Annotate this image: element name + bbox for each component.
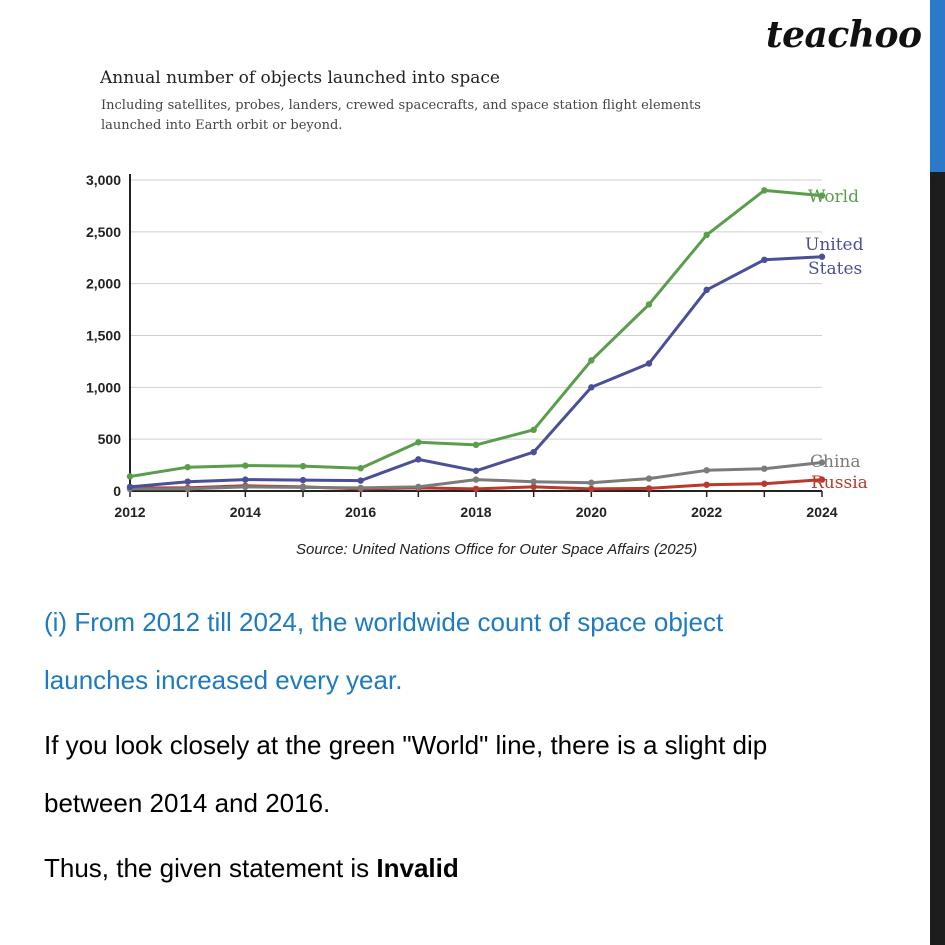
data-point-united-states — [761, 256, 768, 264]
data-point-world — [242, 462, 249, 469]
series-label-russia: Russia — [811, 473, 868, 493]
data-point-world — [472, 441, 480, 449]
series-line-united-states — [129, 255, 823, 489]
question-line-1: (i) From 2012 till 2024, the worldwide c… — [44, 607, 724, 637]
chart-gridlines — [130, 179, 822, 440]
data-point-united-states — [588, 384, 595, 391]
data-point-united-states — [818, 253, 826, 260]
data-point-china — [299, 484, 307, 491]
data-point-united-states — [184, 478, 191, 485]
conclusion-prefix: Thus, the given statement is — [44, 853, 377, 883]
data-point-world — [703, 231, 710, 239]
data-point-united-states — [299, 476, 307, 484]
data-point-china — [184, 485, 191, 493]
y-tick-label: 3,000 — [86, 172, 121, 188]
series-label-world: World — [808, 187, 859, 207]
x-tick-label: 2024 — [806, 504, 837, 520]
chart-title: Annual number of objects launched into s… — [100, 68, 500, 88]
x-tick-label: 2018 — [460, 504, 491, 520]
chart-source: Source: United Nations Office for Outer … — [296, 541, 698, 558]
x-tick-label: 2020 — [576, 504, 607, 520]
data-point-china — [242, 483, 249, 491]
y-tick-label: 2,500 — [86, 224, 121, 240]
question-line-2: launches increased every year. — [44, 665, 403, 695]
conclusion-verdict: Invalid — [376, 853, 459, 883]
data-point-world — [184, 463, 191, 471]
chart-series — [126, 187, 826, 493]
chart-subtitle: Including satellites, probes, landers, c… — [101, 98, 701, 133]
data-point-russia — [703, 481, 710, 488]
x-tick-label: 2014 — [230, 504, 261, 520]
conclusion-line: Thus, the given statement is Invalid — [44, 853, 459, 884]
data-point-china — [530, 478, 537, 485]
series-label-united-states: States — [808, 259, 862, 279]
data-point-world — [357, 464, 364, 472]
data-point-united-states — [530, 448, 537, 456]
data-point-united-states — [242, 476, 249, 483]
y-tick-label: 0 — [113, 483, 121, 499]
data-point-russia — [588, 485, 595, 493]
data-point-china — [588, 479, 595, 486]
y-tick-label: 1,500 — [86, 328, 121, 344]
data-point-world — [761, 187, 768, 194]
brand-logo: teachoo — [766, 14, 922, 56]
data-point-russia — [761, 480, 768, 487]
data-point-russia — [818, 476, 826, 483]
data-point-world — [415, 439, 422, 446]
line-chart: 0 500 1,000 1,500 2,000 2,500 3,000 2012 2014 201… — [86, 172, 868, 520]
explanation-line-2: between 2014 and 2016. — [44, 788, 331, 818]
data-point-china — [472, 476, 480, 483]
data-point-russia — [530, 483, 537, 491]
data-point-united-states — [472, 467, 480, 474]
data-point-world — [530, 426, 537, 434]
data-point-world — [126, 473, 134, 480]
data-point-china — [415, 483, 422, 491]
data-point-russia — [645, 485, 653, 492]
explanation-line-1: If you look closely at the green "World"… — [44, 730, 768, 760]
data-point-china — [357, 484, 364, 492]
data-point-world — [299, 462, 307, 470]
data-point-china — [645, 475, 653, 482]
series-label-united-states: United — [805, 235, 864, 255]
data-point-united-states — [357, 477, 364, 484]
data-point-united-states — [703, 286, 710, 294]
right-edge-bar — [930, 0, 945, 945]
data-point-world — [645, 301, 653, 308]
x-tick-label: 2012 — [114, 504, 145, 520]
data-point-russia — [472, 485, 480, 493]
right-edge-accent — [930, 0, 945, 172]
y-tick-label: 1,000 — [86, 379, 121, 395]
series-label-china: China — [810, 452, 860, 472]
chart-axes: 0 500 1,000 1,500 2,000 2,500 3,000 2012 2014 201… — [86, 172, 838, 520]
data-point-china — [761, 465, 768, 472]
data-point-united-states — [415, 456, 422, 463]
y-tick-label: 2,000 — [86, 276, 121, 292]
data-point-china — [818, 459, 826, 466]
data-point-china — [703, 467, 710, 474]
x-tick-label: 2016 — [345, 504, 376, 520]
y-tick-label: 500 — [98, 431, 122, 447]
data-point-world — [588, 357, 595, 364]
data-point-united-states — [126, 483, 134, 491]
series-line-world — [129, 188, 823, 478]
x-tick-label: 2022 — [691, 504, 722, 520]
data-point-world — [818, 192, 826, 199]
data-point-united-states — [645, 360, 653, 367]
